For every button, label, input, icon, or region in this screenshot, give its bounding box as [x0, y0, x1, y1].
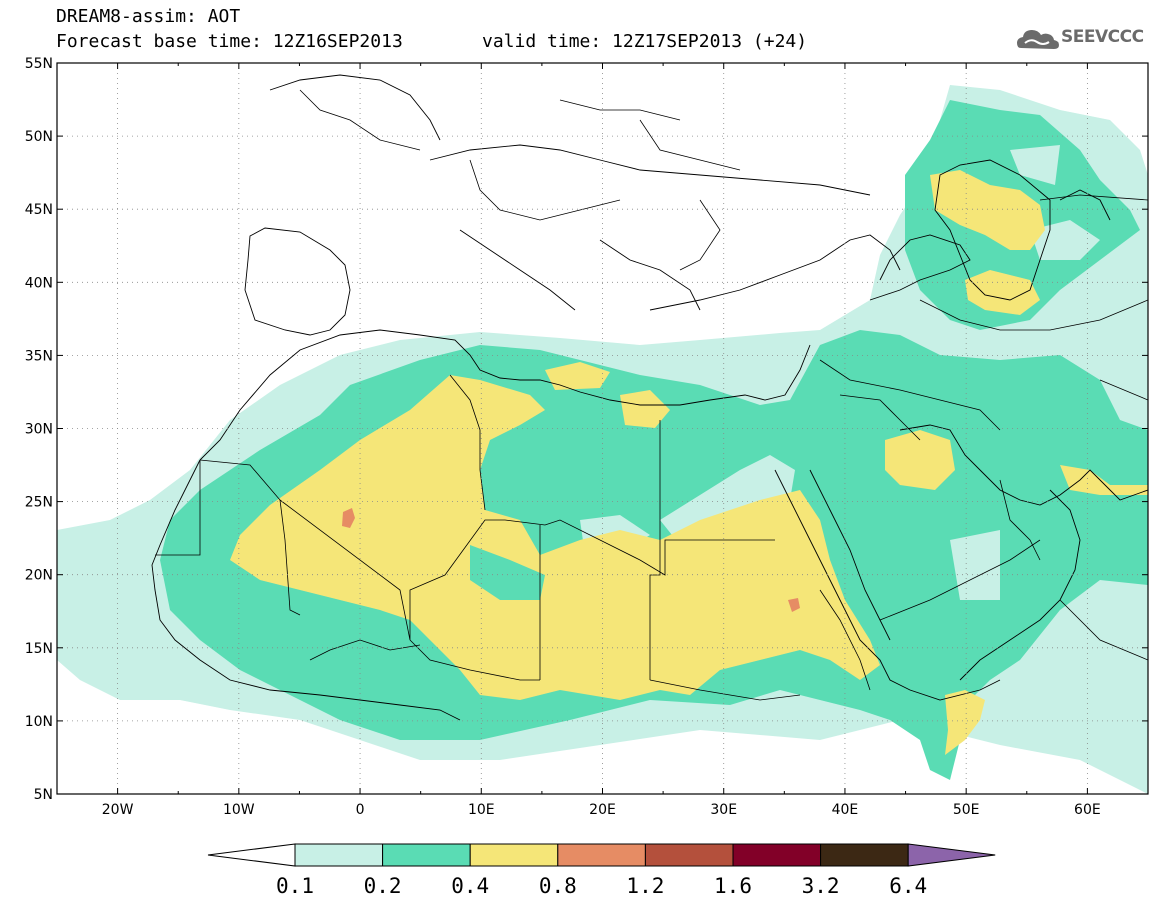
- lon-label: 40E: [832, 802, 859, 818]
- lat-label: 50N: [25, 129, 53, 145]
- lat-label: 25N: [25, 495, 53, 511]
- colorbar-label: 1.6: [714, 874, 752, 898]
- lat-label: 30N: [25, 422, 53, 438]
- colorbar-box: [294, 843, 384, 867]
- lat-label: 15N: [25, 641, 53, 657]
- lat-label: 40N: [25, 275, 53, 291]
- lat-label: 20N: [25, 568, 53, 584]
- colorbar-label: 3.2: [802, 874, 840, 898]
- lon-label: 10E: [468, 802, 495, 818]
- axis-ticks: 55N 50N 45N 40N 35N 30N 25N 20N 15N 10N 5N 20W 10W 0 1…: [25, 56, 1149, 818]
- lon-label: 50E: [953, 802, 980, 818]
- lon-label: 10W: [223, 802, 255, 818]
- colorbar-box: [469, 843, 559, 867]
- colorbar-label: 0.2: [364, 874, 402, 898]
- colorbar-label: 1.2: [626, 874, 664, 898]
- colorbar-box: [557, 843, 646, 867]
- colorbar-box: [382, 843, 471, 867]
- aot-contour-0.4: [230, 375, 880, 700]
- lon-label: 0: [356, 802, 365, 818]
- valid-time: valid time: 12Z17SEP2013 (+24): [482, 31, 808, 52]
- seevccc-logo: [1017, 30, 1059, 49]
- cloud-icon: [1017, 30, 1059, 49]
- colorbar-label: 6.4: [889, 874, 927, 898]
- colorbar-box: [732, 843, 822, 867]
- colorbar-label: 0.4: [451, 874, 489, 898]
- lon-label: 20W: [102, 802, 134, 818]
- lon-label: 30E: [710, 802, 737, 818]
- aot-field: [57, 85, 1148, 794]
- colorbar-over-arrow: [907, 843, 996, 867]
- coastlines: [151, 74, 1148, 721]
- chart-title: DREAM8-assim: AOT: [56, 6, 241, 27]
- lat-label: 35N: [25, 348, 53, 364]
- lat-label: 45N: [25, 202, 53, 218]
- lat-label: 5N: [34, 787, 53, 803]
- colorbar: 0.1 0.2 0.4 0.8 1.2 1.6 3.2 6.4: [207, 843, 996, 898]
- lon-label: 60E: [1074, 802, 1101, 818]
- lon-label: 20E: [589, 802, 616, 818]
- aot-contour-0.8: [342, 508, 355, 528]
- lat-label: 10N: [25, 714, 53, 730]
- colorbar-label: 0.1: [276, 874, 314, 898]
- colorbar-box: [820, 843, 909, 867]
- logo-text: SEEVCCC: [1061, 27, 1144, 47]
- graticule: [57, 63, 1148, 794]
- colorbar-under-arrow: [207, 843, 296, 867]
- colorbar-label: 0.8: [539, 874, 577, 898]
- colorbar-box: [644, 843, 734, 867]
- lat-label: 55N: [25, 56, 53, 72]
- forecast-base-time: Forecast base time: 12Z16SEP2013: [56, 31, 403, 52]
- country-borders: [155, 89, 1148, 701]
